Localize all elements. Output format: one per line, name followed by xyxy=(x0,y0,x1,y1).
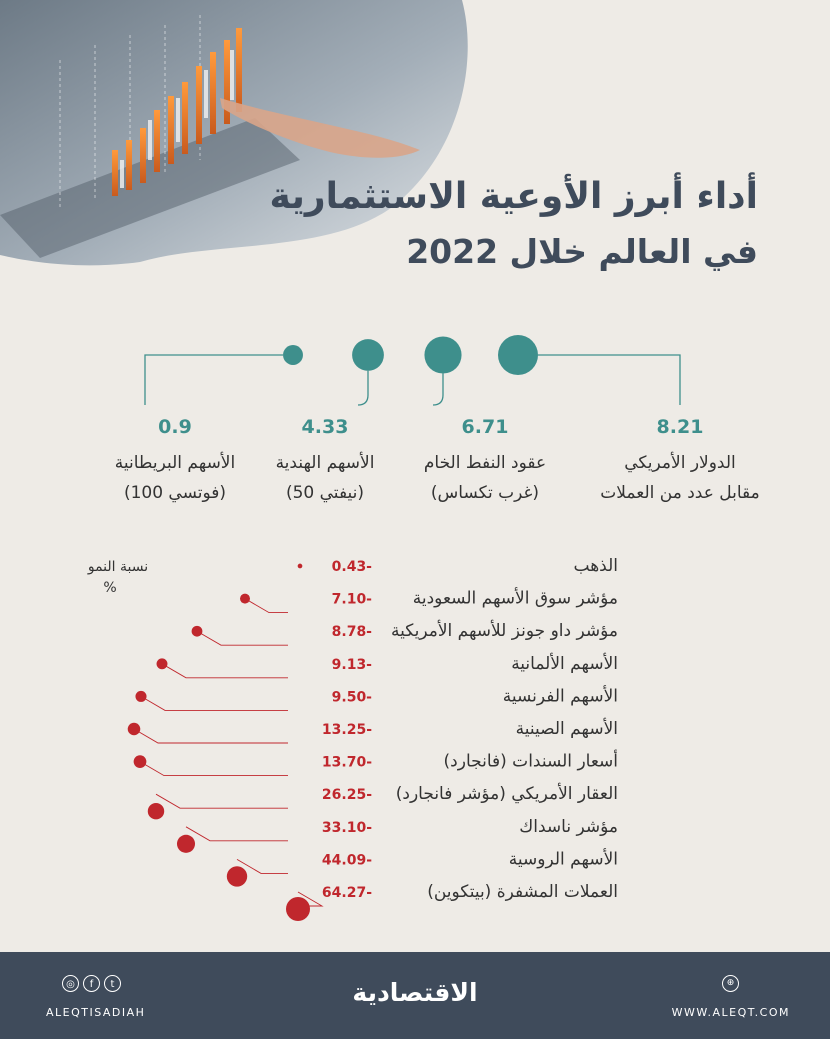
title-line-2: في العالم خلال 2022 xyxy=(406,232,758,271)
leader-line xyxy=(244,598,288,614)
globe-icon: ⊕ xyxy=(722,975,739,992)
asset-label: أسعار السندات (فانجارد) xyxy=(444,750,618,772)
bubble-sublabel: (فوتسي 100) xyxy=(124,483,226,503)
connector-line xyxy=(432,373,444,406)
growth-value: 0.43- xyxy=(332,559,373,575)
bubble xyxy=(352,339,384,371)
growth-value: 13.70- xyxy=(322,755,372,771)
growth-value: 9.13- xyxy=(332,657,373,673)
asset-label: الأسهم الألمانية xyxy=(511,653,618,674)
social-links: ◎ f t xyxy=(62,975,121,992)
growth-value: 9.50- xyxy=(332,689,373,705)
title-line-1: أداء أبرز الأوعية الاستثمارية xyxy=(269,176,758,217)
hero-image xyxy=(0,0,468,266)
growth-value: 8.78- xyxy=(332,624,373,640)
connector-line xyxy=(538,354,681,405)
leader-line xyxy=(155,793,288,809)
bubble xyxy=(176,834,196,853)
bubble xyxy=(147,802,165,820)
growth-value: 33.10- xyxy=(322,820,372,836)
bubble xyxy=(286,897,310,921)
connector-line xyxy=(357,370,369,406)
leader-line xyxy=(196,630,288,646)
growth-value: 26.25- xyxy=(322,787,372,803)
asset-label: الأسهم الروسية xyxy=(509,848,618,869)
bubble xyxy=(156,658,168,670)
bubble-value: 4.33 xyxy=(302,416,349,438)
axis-unit: % xyxy=(103,580,116,596)
bubble-label: الأسهم الهندية xyxy=(276,452,375,473)
bubble-sublabel: (غرب تكساس) xyxy=(431,483,539,503)
asset-label: العقار الأمريكي (مؤشر فانجارد) xyxy=(396,783,618,804)
leader-line xyxy=(139,761,288,777)
negative-returns-chart: نسبة النمو% 0.43- الذهب 7.10- مؤشر سوق الأسه… xyxy=(87,556,618,921)
instagram-icon[interactable]: ◎ xyxy=(62,975,79,992)
bubble xyxy=(191,625,203,637)
growth-value: 44.09- xyxy=(322,852,372,868)
asset-label: مؤشر داو جونز للأسهم الأمريكية xyxy=(391,620,618,641)
bubble xyxy=(297,563,303,569)
bubble xyxy=(498,335,538,375)
leader-line xyxy=(236,859,288,874)
connector-line xyxy=(144,354,284,405)
footer: ◎ f t ALEQTISADIAH الاقتصادية ⊕ WWW.ALEQ… xyxy=(0,952,830,1039)
bubble-value: 0.9 xyxy=(158,416,192,438)
bubble xyxy=(424,336,462,374)
asset-label: العملات المشفرة (بيتكوين) xyxy=(427,882,618,902)
asset-label: الذهب xyxy=(574,556,618,576)
asset-label: مؤشر سوق الأسهم السعودية xyxy=(413,588,618,609)
asset-label: الأسهم الفرنسية xyxy=(503,685,618,706)
bubble xyxy=(240,593,250,604)
bubble xyxy=(226,866,248,887)
bubble-value: 8.21 xyxy=(657,416,704,438)
bubble-label: عقود النفط الخام xyxy=(424,453,546,473)
axis-label: نسبة النمو xyxy=(87,559,148,575)
growth-value: 13.25- xyxy=(322,722,372,738)
bubble-value: 6.71 xyxy=(462,416,509,438)
growth-value: 64.27- xyxy=(322,885,372,901)
website-link[interactable]: WWW.ALEQT.COM xyxy=(671,1006,790,1019)
leader-line xyxy=(185,826,288,842)
leader-line xyxy=(133,728,288,744)
bubble-sublabel: مقابل عدد من العملات xyxy=(600,483,759,503)
facebook-icon[interactable]: f xyxy=(83,975,100,992)
bubble xyxy=(135,690,147,702)
social-handle[interactable]: ALEQTISADIAH xyxy=(46,1006,146,1019)
leader-line xyxy=(161,663,288,679)
twitter-icon[interactable]: t xyxy=(104,975,121,992)
asset-label: الأسهم الصينية xyxy=(516,718,618,739)
bubble-sublabel: (نيفتي 50) xyxy=(286,483,364,503)
bubble xyxy=(283,345,303,365)
bubble xyxy=(127,722,141,736)
leader-line xyxy=(140,696,288,711)
brand-logo: الاقتصادية xyxy=(352,978,478,1007)
growth-value: 7.10- xyxy=(332,592,373,608)
bubble xyxy=(133,755,147,768)
positive-returns-chart: 8.21 الدولار الأمريكي مقابل عدد من العملات… xyxy=(115,335,760,503)
bubble-label: الدولار الأمريكي xyxy=(624,452,736,473)
bubble-label: الأسهم البريطانية xyxy=(115,452,235,473)
asset-label: مؤشر ناسداك xyxy=(519,817,618,837)
